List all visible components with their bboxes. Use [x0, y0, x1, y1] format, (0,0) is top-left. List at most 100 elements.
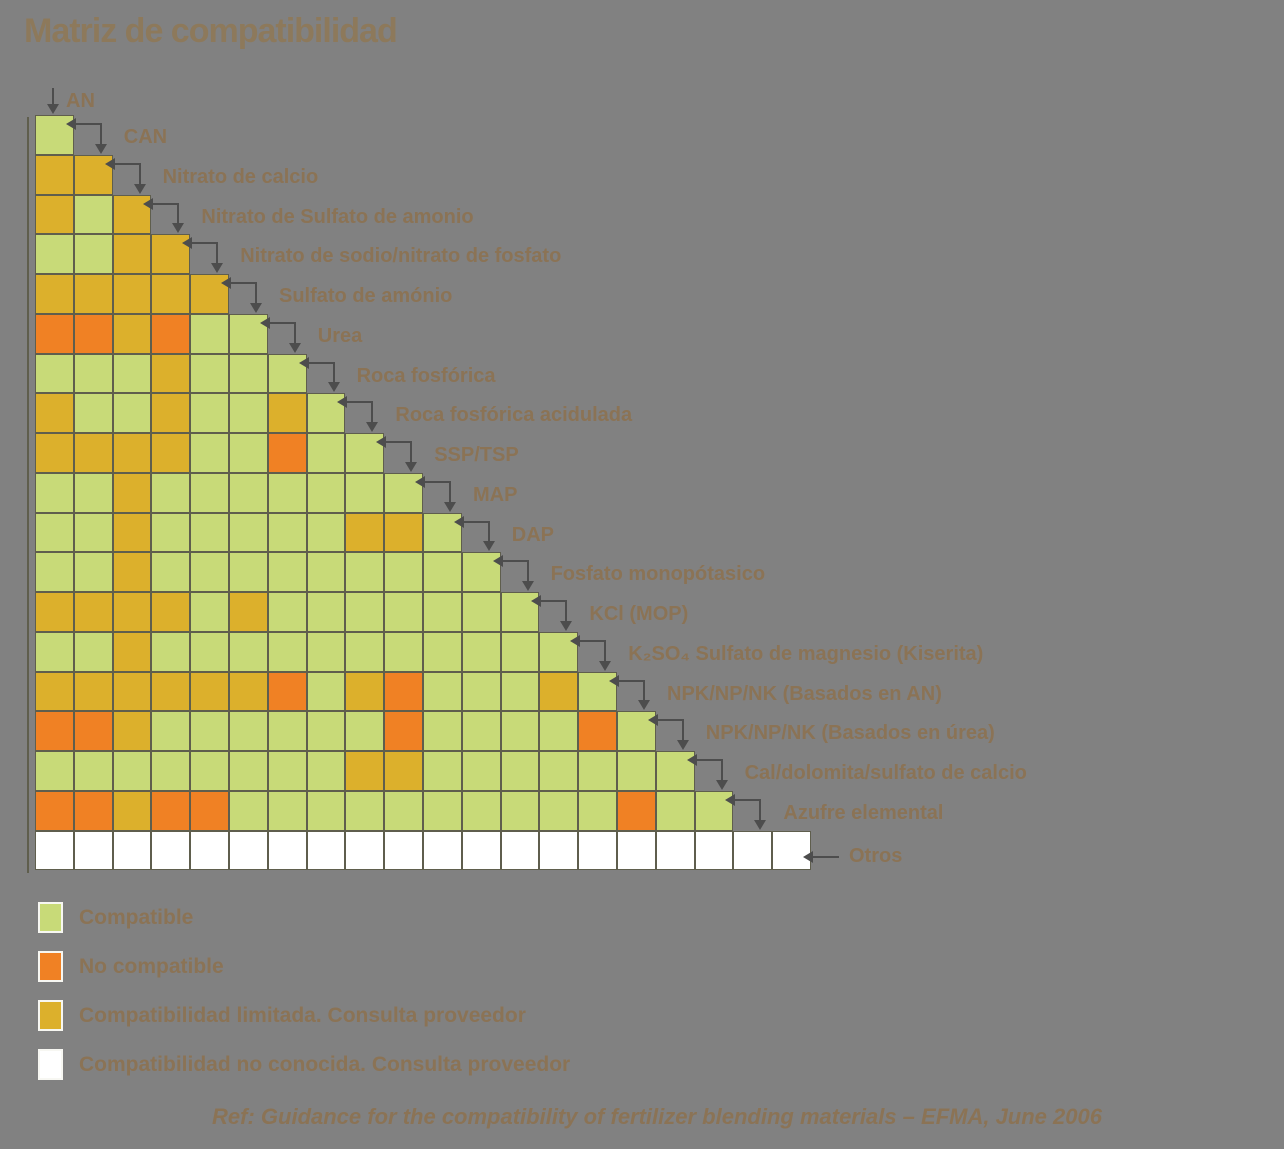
column-arrow-icon	[444, 480, 456, 512]
matrix-cell	[190, 631, 229, 672]
matrix-cell	[190, 353, 229, 394]
legend-swatch-compatible	[38, 902, 63, 933]
row-arrow-icon	[415, 475, 451, 488]
matrix-cell	[306, 711, 346, 752]
matrix-cell	[73, 194, 113, 235]
matrix-cell	[73, 751, 113, 791]
column-arrow-icon	[172, 202, 185, 233]
matrix-cell	[35, 154, 74, 195]
matrix-cell	[151, 631, 191, 672]
matrix-cell	[423, 711, 462, 752]
matrix-cell	[655, 790, 695, 831]
matrix-cell	[539, 751, 579, 791]
row-arrow-icon	[182, 237, 219, 250]
matrix-cell	[539, 711, 579, 752]
matrix-cell	[73, 472, 113, 513]
matrix-cell	[423, 592, 462, 632]
matrix-cell	[539, 790, 579, 831]
matrix-cell	[267, 552, 307, 593]
column-arrow-icon	[133, 162, 146, 194]
matrix-cell	[112, 393, 152, 434]
matrix-cell	[229, 393, 268, 434]
matrix-cell	[267, 711, 307, 752]
matrix-cell	[539, 671, 579, 712]
matrix-left-edge-line	[27, 117, 29, 873]
matrix-cell	[267, 631, 307, 672]
matrix-cell	[229, 711, 268, 752]
matrix-cell	[578, 711, 617, 752]
matrix-cell	[384, 711, 423, 752]
matrix-cell	[190, 671, 229, 712]
row-arrow-icon	[104, 157, 141, 170]
legend-item-not-compatible: No compatible	[38, 951, 570, 982]
matrix-cell	[267, 830, 307, 871]
legend-item-limited: Compatibilidad limitada. Consulta provee…	[38, 1000, 570, 1031]
matrix-cell	[35, 711, 74, 752]
matrix-cell	[151, 313, 191, 354]
matrix-cell	[267, 512, 307, 553]
matrix-cell	[73, 711, 113, 752]
matrix-cell	[151, 592, 191, 632]
matrix-cell	[151, 790, 191, 831]
matrix-cell	[35, 433, 74, 473]
matrix-cell	[306, 751, 346, 791]
matrix-cell	[423, 751, 462, 791]
matrix-cell	[617, 790, 656, 831]
matrix-cell	[35, 393, 74, 434]
material-label: Roca fosfórica acidulada	[395, 404, 633, 427]
matrix-cell	[423, 790, 462, 831]
matrix-cell	[112, 512, 152, 553]
matrix-cell	[617, 711, 656, 752]
matrix-cell	[112, 552, 152, 593]
matrix-cell	[229, 671, 268, 712]
matrix-cell	[151, 433, 191, 473]
column-arrow-icon	[521, 560, 534, 591]
matrix-cell	[35, 472, 74, 513]
matrix-cell	[190, 472, 229, 513]
matrix-cell	[73, 353, 113, 394]
matrix-cell	[306, 512, 346, 553]
matrix-cell	[35, 274, 74, 314]
legend-swatch-not-compatible	[38, 951, 63, 982]
matrix-cell	[384, 552, 423, 593]
column-arrow-icon	[366, 401, 379, 432]
column-arrow-icon	[405, 441, 418, 472]
matrix-cell	[306, 552, 346, 593]
matrix-cell	[190, 552, 229, 593]
matrix-cell	[112, 313, 152, 354]
material-label: Otros	[849, 844, 903, 867]
material-label: Nitrato de Sulfato de amonio	[201, 205, 474, 228]
matrix-cell	[190, 790, 229, 831]
column-arrow-icon	[288, 321, 301, 353]
matrix-cell	[112, 751, 152, 791]
matrix-cell	[733, 830, 773, 871]
matrix-cell	[461, 592, 501, 632]
matrix-cell	[151, 393, 191, 434]
matrix-cell	[112, 234, 152, 275]
material-label: MAP	[473, 483, 518, 506]
legend-label: Compatibilidad limitada. Consulta provee…	[79, 1003, 526, 1027]
matrix-cell	[461, 830, 501, 871]
matrix-cell	[306, 830, 346, 871]
row-arrow-icon	[143, 197, 180, 210]
matrix-cell	[73, 592, 113, 632]
matrix-cell	[384, 790, 423, 831]
matrix-cell	[345, 592, 385, 632]
matrix-cell	[190, 393, 229, 434]
matrix-cell	[35, 353, 74, 394]
matrix-cell	[229, 552, 268, 593]
matrix-cell	[112, 592, 152, 632]
matrix-cell	[35, 512, 74, 553]
row-arrow-icon	[337, 396, 374, 409]
matrix-cell	[35, 592, 74, 632]
matrix-cell	[345, 790, 385, 831]
matrix-cell	[112, 790, 152, 831]
matrix-cell	[229, 353, 268, 394]
matrix-cell	[35, 234, 74, 275]
matrix-cell	[112, 353, 152, 394]
matrix-cell	[73, 830, 113, 871]
material-label: AN	[66, 90, 95, 112]
row-arrow-icon	[221, 277, 257, 290]
matrix-cell	[151, 353, 191, 394]
material-label: Fosfato monopótasico	[550, 563, 766, 586]
